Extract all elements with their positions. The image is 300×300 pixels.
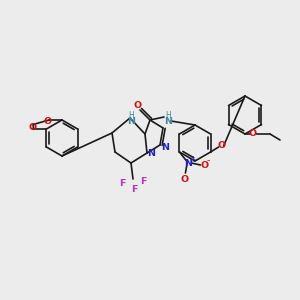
Text: O: O bbox=[28, 124, 37, 133]
Text: F: F bbox=[131, 184, 137, 194]
Text: -: - bbox=[207, 157, 210, 166]
Text: N: N bbox=[127, 118, 135, 127]
Text: O: O bbox=[218, 140, 226, 149]
Text: O: O bbox=[134, 100, 142, 109]
Text: F: F bbox=[140, 178, 146, 187]
Text: O: O bbox=[249, 130, 257, 139]
Text: N: N bbox=[164, 116, 172, 125]
Text: H: H bbox=[128, 112, 134, 121]
Text: N: N bbox=[147, 149, 155, 158]
Text: N: N bbox=[184, 158, 192, 167]
Text: O: O bbox=[200, 160, 208, 169]
Text: H: H bbox=[165, 112, 171, 121]
Text: O: O bbox=[44, 116, 52, 125]
Text: +: + bbox=[189, 154, 196, 164]
Text: N: N bbox=[161, 142, 169, 152]
Text: F: F bbox=[119, 179, 125, 188]
Text: O: O bbox=[180, 175, 188, 184]
